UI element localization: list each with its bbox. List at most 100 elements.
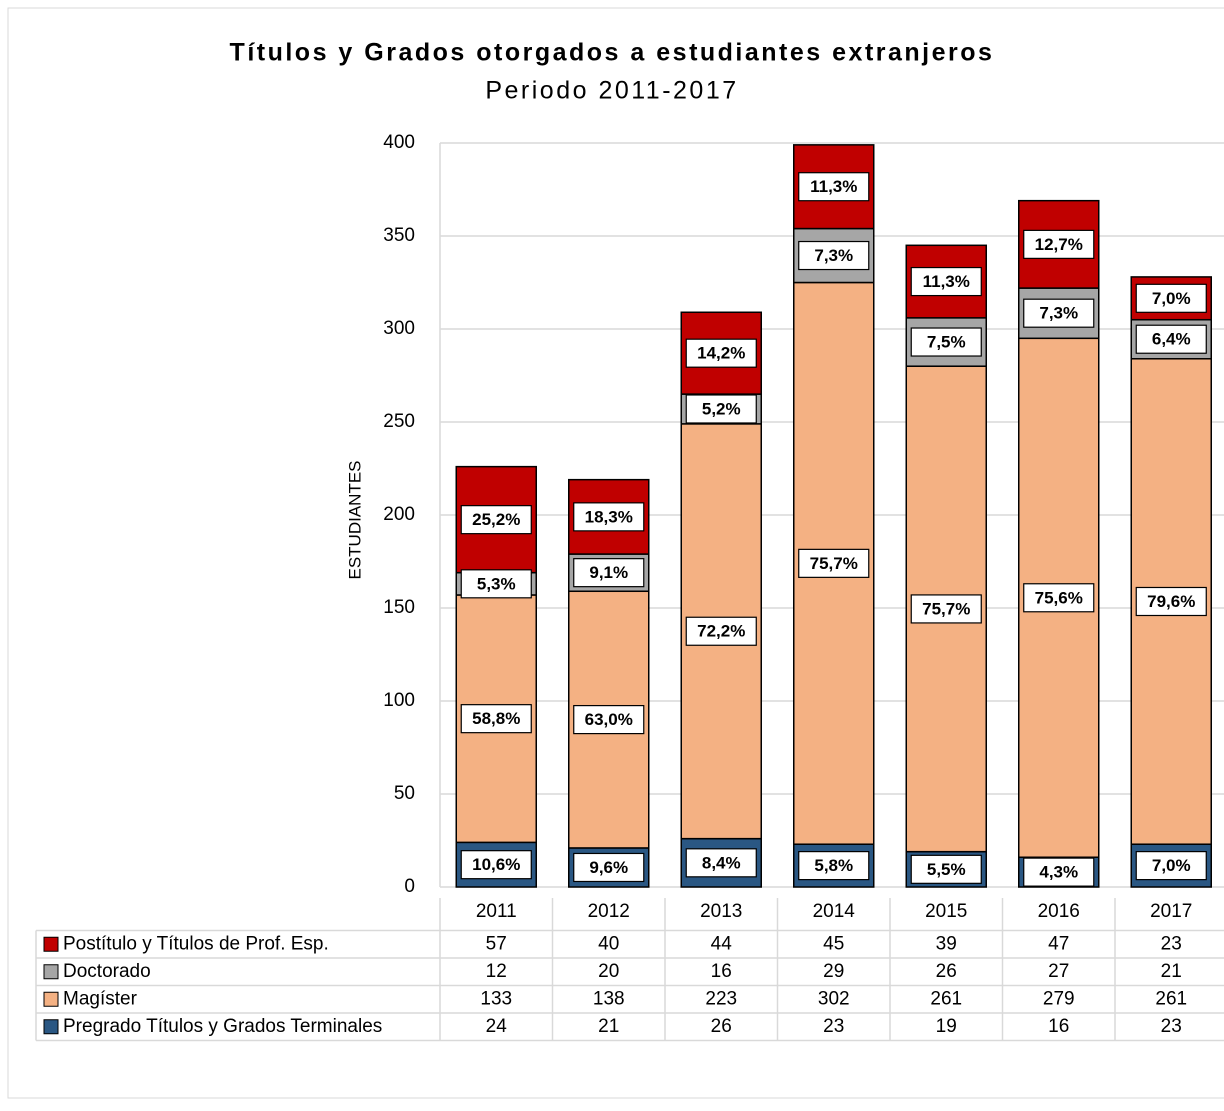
table-cell: 223 bbox=[705, 988, 737, 1009]
data-label: 4,3% bbox=[1039, 863, 1078, 882]
table-cell: 29 bbox=[823, 961, 844, 982]
x-tick-label: 2015 bbox=[925, 901, 967, 922]
data-label-box bbox=[798, 172, 870, 202]
data-label: 10,6% bbox=[472, 855, 520, 874]
legend-label: Postítulo y Títulos de Prof. Esp. bbox=[63, 933, 329, 954]
table-cell: 21 bbox=[1161, 961, 1182, 982]
table-cell: 27 bbox=[1048, 961, 1069, 982]
data-label-box bbox=[798, 548, 870, 578]
table-cell: 19 bbox=[936, 1016, 957, 1037]
y-tick-label: 250 bbox=[383, 411, 415, 432]
table-cell: 26 bbox=[711, 1016, 732, 1037]
x-tick-label: 2017 bbox=[1150, 901, 1192, 922]
data-label: 5,2% bbox=[702, 399, 741, 418]
table-cell: 23 bbox=[823, 1016, 844, 1037]
data-label-box bbox=[910, 327, 982, 357]
data-label-box bbox=[685, 848, 757, 878]
data-label-box bbox=[1135, 586, 1207, 617]
table-cell: 39 bbox=[936, 933, 957, 954]
legend-swatch bbox=[43, 936, 59, 952]
data-label-box bbox=[910, 594, 982, 624]
x-tick-label: 2014 bbox=[813, 901, 856, 922]
chart-frame bbox=[7, 7, 1224, 1099]
data-label: 7,3% bbox=[814, 246, 853, 265]
y-tick-label: 350 bbox=[383, 225, 415, 246]
table-cell: 279 bbox=[1043, 988, 1075, 1009]
legend-label: Pregrado Títulos y Grados Terminales bbox=[63, 1016, 382, 1037]
data-label-box bbox=[1023, 229, 1095, 259]
data-label: 72,2% bbox=[697, 622, 745, 641]
data-label: 7,0% bbox=[1152, 289, 1191, 308]
data-label: 5,8% bbox=[814, 856, 853, 875]
data-label: 7,3% bbox=[1039, 304, 1078, 323]
data-label-box bbox=[573, 502, 645, 532]
y-tick-label: 200 bbox=[383, 504, 415, 525]
data-label: 11,3% bbox=[810, 177, 857, 196]
data-label-box bbox=[798, 240, 870, 271]
data-label: 25,2% bbox=[472, 510, 520, 529]
data-label: 14,2% bbox=[697, 344, 745, 363]
x-tick-label: 2012 bbox=[588, 901, 630, 922]
data-label: 9,6% bbox=[589, 858, 628, 877]
table-cell: 138 bbox=[593, 988, 625, 1009]
table-cell: 26 bbox=[936, 961, 957, 982]
data-label: 58,8% bbox=[472, 709, 520, 728]
legend-label: Doctorado bbox=[63, 961, 151, 982]
data-label: 8,4% bbox=[702, 853, 741, 872]
data-label-box bbox=[685, 338, 757, 368]
y-tick-label: 0 bbox=[404, 876, 415, 897]
table-cell: 12 bbox=[486, 961, 507, 982]
table-cell: 20 bbox=[598, 961, 619, 982]
y-tick-label: 300 bbox=[383, 318, 415, 339]
table-cell: 44 bbox=[711, 933, 733, 954]
data-label: 5,3% bbox=[477, 574, 516, 593]
table-cell: 23 bbox=[1161, 1016, 1182, 1037]
table-cell: 133 bbox=[480, 988, 512, 1009]
table-cell: 24 bbox=[486, 1016, 508, 1037]
x-tick-label: 2011 bbox=[476, 901, 517, 922]
data-label: 5,5% bbox=[927, 860, 966, 879]
data-label: 75,6% bbox=[1035, 588, 1083, 607]
data-label-box bbox=[460, 505, 532, 535]
data-label: 6,4% bbox=[1152, 330, 1191, 349]
y-axis-title: ESTUDIANTES bbox=[345, 460, 364, 579]
data-label-box bbox=[910, 266, 982, 297]
table-cell: 261 bbox=[1155, 988, 1187, 1009]
data-label-box bbox=[1023, 583, 1095, 613]
data-label-box bbox=[1135, 851, 1207, 881]
table-cell: 21 bbox=[598, 1016, 619, 1037]
data-label: 9,1% bbox=[589, 563, 628, 582]
data-label: 12,7% bbox=[1035, 235, 1083, 254]
data-label-box bbox=[460, 569, 532, 599]
y-tick-label: 100 bbox=[383, 690, 415, 711]
data-label: 79,6% bbox=[1147, 592, 1195, 611]
legend-swatch bbox=[43, 1019, 59, 1035]
y-tick-label: 150 bbox=[383, 597, 415, 618]
table-cell: 16 bbox=[711, 961, 732, 982]
data-label-box bbox=[798, 851, 870, 881]
table-cell: 45 bbox=[823, 933, 844, 954]
table-cell: 261 bbox=[930, 988, 962, 1009]
data-label-box bbox=[910, 854, 982, 884]
data-label-box bbox=[685, 394, 757, 424]
data-label-box bbox=[460, 850, 532, 880]
legend-label: Magíster bbox=[63, 988, 138, 1009]
data-label-box bbox=[1023, 857, 1095, 887]
legend-swatch bbox=[43, 991, 59, 1007]
x-tick-label: 2013 bbox=[700, 901, 742, 922]
table-cell: 23 bbox=[1161, 933, 1182, 954]
table-cell: 57 bbox=[486, 933, 507, 954]
data-label-box bbox=[685, 616, 757, 646]
data-label-box bbox=[460, 704, 532, 734]
data-label-box bbox=[1023, 298, 1095, 328]
chart-title: Títulos y Grados otorgados a estudiantes… bbox=[230, 39, 995, 67]
table-cell: 302 bbox=[818, 988, 850, 1009]
table-cell: 47 bbox=[1048, 933, 1069, 954]
data-label: 63,0% bbox=[585, 710, 633, 729]
x-tick-label: 2016 bbox=[1038, 901, 1080, 922]
data-label: 11,3% bbox=[923, 272, 970, 291]
data-label: 7,0% bbox=[1152, 856, 1191, 875]
data-label: 7,5% bbox=[927, 333, 966, 352]
